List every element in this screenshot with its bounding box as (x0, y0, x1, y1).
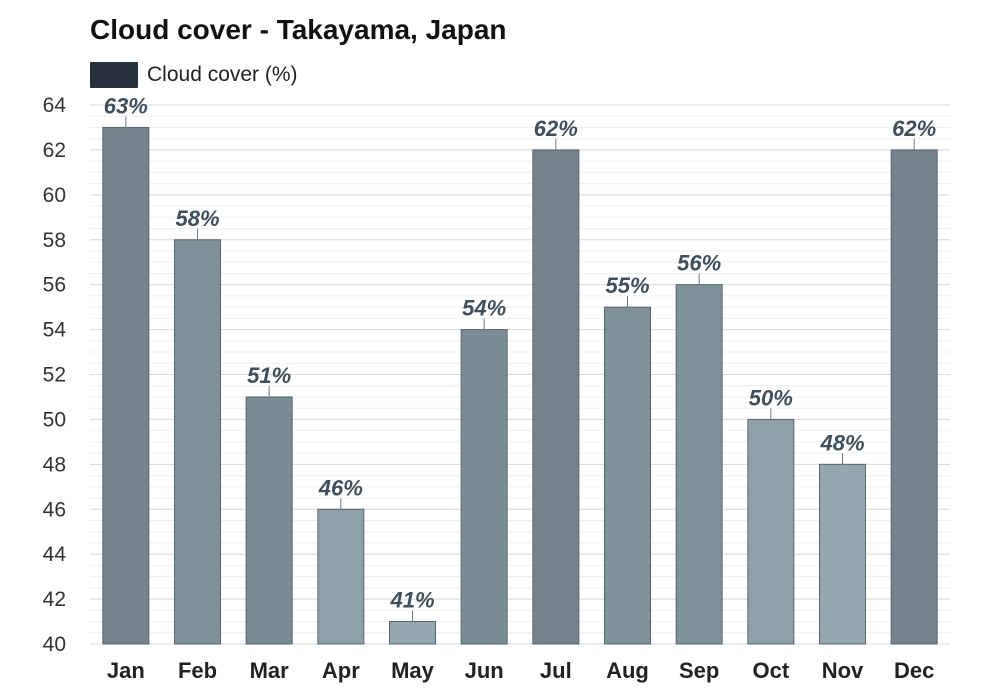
y-tick-label: 40 (43, 633, 66, 656)
legend-swatch (90, 62, 138, 88)
x-tick-label: May (391, 658, 435, 683)
x-tick-label: Aug (606, 658, 649, 683)
bar-aug (604, 306, 651, 645)
data-label: 62% (892, 116, 936, 141)
y-tick-label: 56 (43, 274, 66, 297)
x-tick-label: Mar (250, 658, 290, 683)
y-tick-label: 52 (43, 364, 66, 387)
y-axis-ticks: 40 42 44 46 48 50 52 54 56 58 60 62 64 (43, 94, 67, 656)
bar-jun (460, 329, 508, 645)
bar-feb (174, 239, 221, 645)
data-label: 50% (749, 385, 793, 410)
y-tick-label: 58 (43, 229, 66, 252)
x-tick-label: Sep (679, 658, 719, 683)
x-tick-label: Jun (465, 658, 504, 683)
bar-sep (675, 284, 723, 645)
legend-label: Cloud cover (%) (147, 63, 298, 86)
legend: Cloud cover (%) (90, 60, 298, 90)
bar-nov (819, 463, 866, 645)
x-tick-label: Jul (540, 658, 572, 683)
y-tick-label: 50 (43, 408, 66, 431)
bar-oct (747, 418, 795, 645)
y-tick-label: 54 (43, 319, 67, 342)
y-tick-label: 60 (43, 184, 66, 207)
bar-mar (245, 396, 293, 645)
x-tick-label: Dec (894, 658, 934, 683)
data-label: 62% (534, 116, 578, 141)
y-tick-label: 48 (43, 453, 66, 476)
y-tick-label: 44 (43, 543, 67, 566)
x-axis-ticks: Jan Feb Mar Apr May Jun Jul Aug Sep Oct Nov Dec (107, 658, 934, 683)
bar-may (389, 621, 436, 645)
data-label: 41% (389, 588, 434, 613)
grid-lines (90, 104, 950, 645)
data-label: 58% (175, 206, 219, 231)
data-label: 51% (247, 363, 291, 388)
y-tick-label: 46 (43, 498, 66, 521)
data-label: 63% (104, 93, 148, 118)
y-tick-label: 42 (43, 588, 66, 611)
x-tick-label: Feb (178, 658, 217, 683)
chart-title: Cloud cover - Takayama, Japan (90, 14, 507, 45)
data-label: 48% (819, 430, 864, 455)
bar-jul (532, 149, 580, 645)
data-label: 56% (677, 251, 721, 276)
bars (102, 126, 938, 645)
bar-jan (102, 126, 150, 645)
x-tick-label: Oct (752, 658, 789, 683)
data-label: 46% (318, 475, 363, 500)
data-labels: 63% 58% 51% 46% 41% 54% 62% 55% 56% 50% 48% 62% (104, 93, 936, 622)
x-tick-label: Nov (822, 658, 864, 683)
y-tick-label: 64 (43, 94, 67, 117)
bar-apr (317, 508, 365, 645)
x-tick-label: Jan (107, 658, 145, 683)
data-label: 55% (605, 273, 649, 298)
y-tick-label: 62 (43, 139, 66, 162)
x-tick-label: Apr (322, 658, 360, 683)
data-label: 54% (462, 296, 506, 321)
bar-dec (890, 149, 938, 645)
